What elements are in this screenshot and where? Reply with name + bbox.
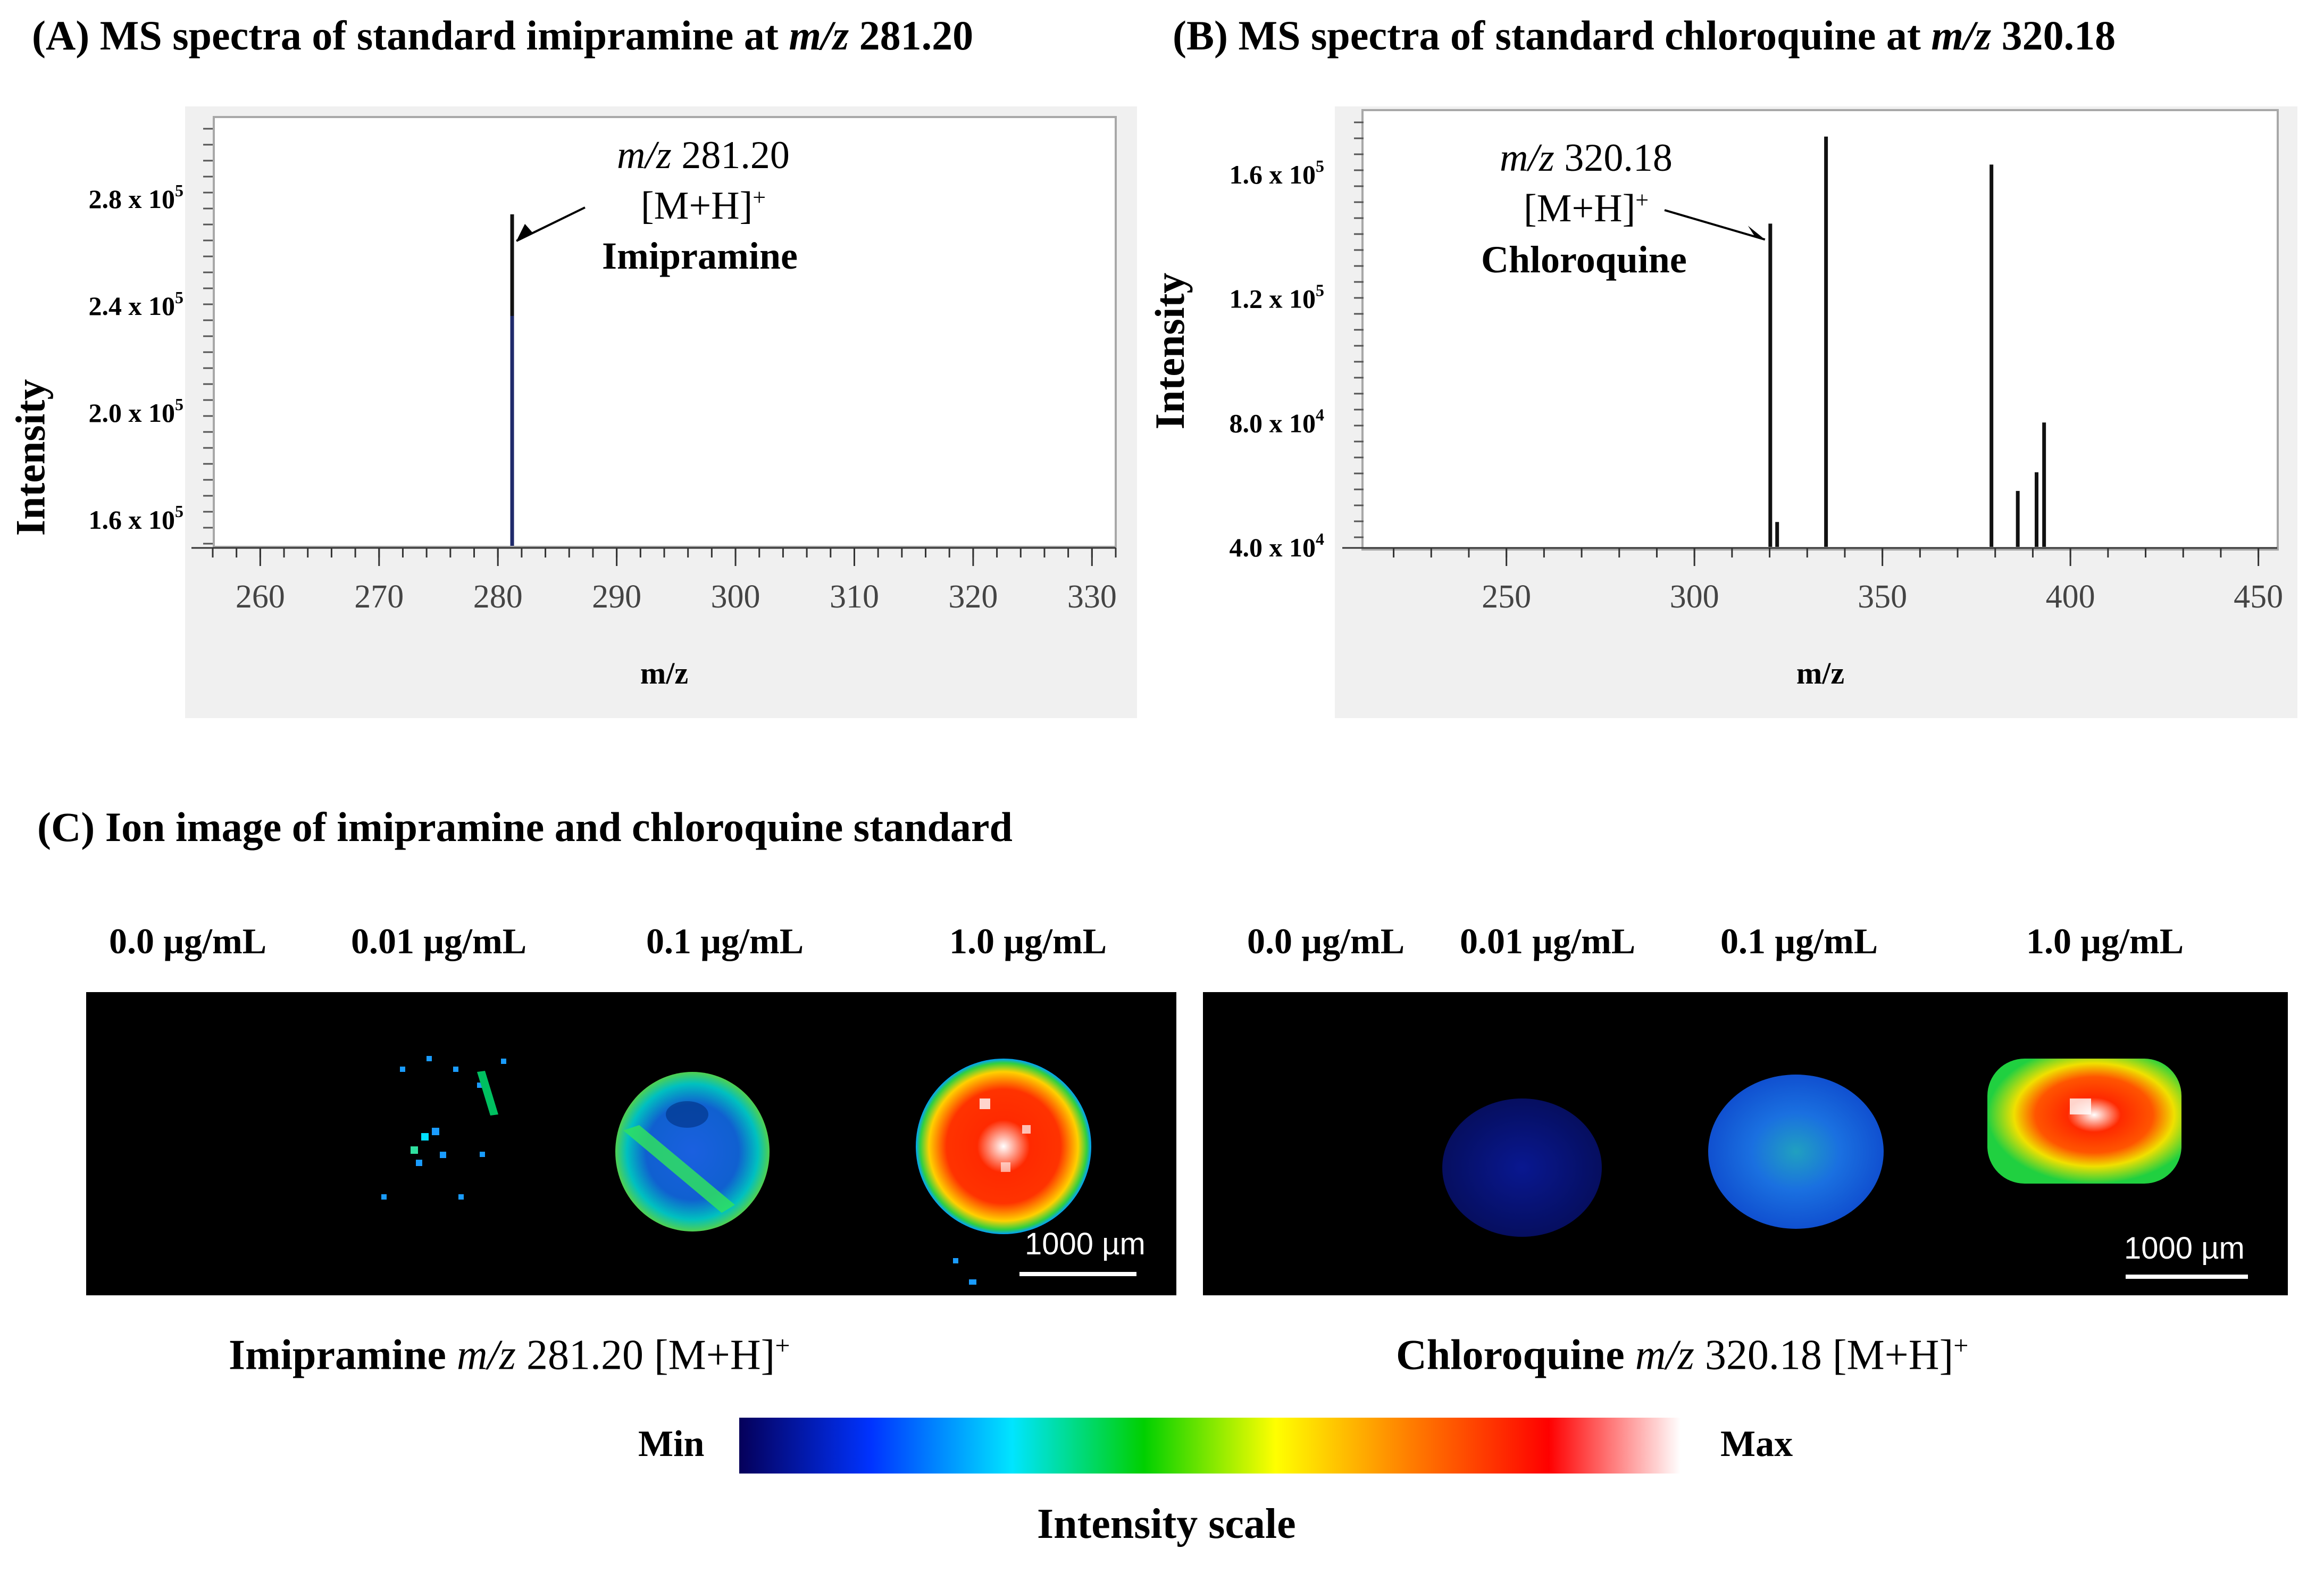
conc-chl-3: 1.0 µg/mL [2026, 921, 2184, 961]
label-chloroquine: Chloroquine m/z 320.18 [M+H]+ [1396, 1330, 1969, 1379]
annot-a-mz: m/z 281.20 [617, 134, 790, 177]
y-tick-label: 1.6 x 105 [1230, 156, 1325, 189]
chl-spot-1 [1987, 1059, 2181, 1184]
title-panel-b: (B) MS spectra of standard chloroquine a… [1173, 12, 2116, 59]
annot-b-compound: Chloroquine [1481, 238, 1687, 281]
chart-a-frame [213, 116, 1117, 548]
y-tick-exp: 5 [1316, 281, 1324, 300]
chl-spot-01 [1708, 1075, 1884, 1229]
title-panel-a: (A) MS spectra of standard imipramine at… [32, 12, 974, 59]
title-panel-c: (C) Ion image of imipramine and chloroqu… [37, 804, 1013, 850]
y-tick-exp: 5 [175, 502, 183, 521]
y-tick-exp: 5 [175, 395, 183, 414]
y-tick-label: 4.0 x 104 [1230, 529, 1325, 562]
conc-chl-2: 0.1 µg/mL [1720, 921, 1878, 961]
annotation-arrow-head [516, 223, 533, 241]
x-tick-label: 280 [473, 579, 523, 615]
imi-spot-1 [916, 1059, 1091, 1285]
y-tick-exp: 4 [1316, 405, 1324, 424]
y-tick-exp: 5 [175, 181, 183, 200]
x-axis-label: m/z [1796, 656, 1844, 690]
annot-b-ion: [M+H]+ [1524, 187, 1649, 230]
label-imipramine: Imipramine m/z 281.20 [M+H]+ [229, 1330, 790, 1379]
x-tick-label: 320 [948, 579, 998, 615]
x-tick-label: 330 [1067, 579, 1117, 615]
conc-chl-0: 0.0 µg/mL [1247, 921, 1405, 961]
annot-a-compound: Imipramine [602, 235, 798, 277]
conc-imi-0: 0.0 µg/mL [109, 921, 267, 961]
ion-image-chloroquine-svg [1442, 1059, 2248, 1279]
x-tick-label: 260 [236, 579, 285, 615]
chl-spot-001 [1442, 1098, 1602, 1237]
x-tick-label: 450 [2234, 579, 2283, 615]
imi-scale-bar-label: 1000 µm [1025, 1227, 1146, 1261]
y-tick-label: 2.0 x 105 [89, 395, 184, 428]
x-tick-label: 300 [711, 579, 760, 615]
x-axis-label: m/z [640, 656, 688, 690]
annotation-arrow-line [1664, 209, 1766, 241]
y-tick-label: 1.2 x 105 [1230, 281, 1325, 314]
conc-imi-3: 1.0 µg/mL [949, 921, 1107, 961]
annotation-arrow-line [516, 206, 586, 242]
x-tick-label: 250 [1482, 579, 1531, 615]
chart-b: 250 300 350 400 450 4.0 x 104 8.0 x 104 1.2 x 1… [1230, 121, 2283, 690]
chart-b-ylabel: Intensity [1147, 272, 1193, 430]
x-tick-label: 290 [592, 579, 641, 615]
imi-spot-01 [615, 1072, 770, 1231]
annotation-arrow-head [1748, 226, 1765, 240]
chart-a-ylabel: Intensity [7, 379, 54, 536]
conc-chl-1: 0.01 µg/mL [1460, 921, 1636, 961]
x-tick-label: 400 [2046, 579, 2095, 615]
colorbar [739, 1418, 1681, 1474]
colorbar-title: Intensity scale [1037, 1501, 1296, 1547]
ion-image-imipramine: 1000 µm [86, 992, 1176, 1295]
chart-a: 260 270 280 290 300 310 320 330 1.6 x 105 2.0 x 1… [89, 128, 1117, 690]
annot-a-ion: [M+H]+ [641, 184, 766, 228]
x-tick-label: 300 [1670, 579, 1719, 615]
x-tick-label: 270 [354, 579, 404, 615]
y-tick-exp: 5 [175, 288, 183, 307]
x-tick-label: 310 [830, 579, 879, 615]
colorbar-max-label: Max [1720, 1424, 1793, 1464]
chart-b-frame [1361, 109, 2279, 551]
y-tick-exp: 5 [1316, 156, 1324, 176]
ion-image-chloroquine: 1000 µm [1203, 992, 2288, 1295]
conc-imi-1: 0.01 µg/mL [351, 921, 527, 961]
y-tick-label: 2.4 x 105 [89, 288, 184, 321]
x-tick-label: 350 [1858, 579, 1907, 615]
y-tick-label: 8.0 x 104 [1230, 405, 1325, 438]
imi-spot-001 [381, 1056, 506, 1200]
chl-scale-bar-label: 1000 µm [2124, 1231, 2245, 1266]
conc-imi-2: 0.1 µg/mL [646, 921, 804, 961]
colorbar-min-label: Min [638, 1424, 705, 1464]
ion-image-imipramine-svg [381, 1056, 1136, 1285]
annot-b-mz: m/z 320.18 [1500, 136, 1673, 180]
y-tick-exp: 4 [1316, 529, 1324, 548]
y-tick-label: 2.8 x 105 [89, 181, 184, 214]
y-tick-label: 1.6 x 105 [89, 502, 184, 535]
